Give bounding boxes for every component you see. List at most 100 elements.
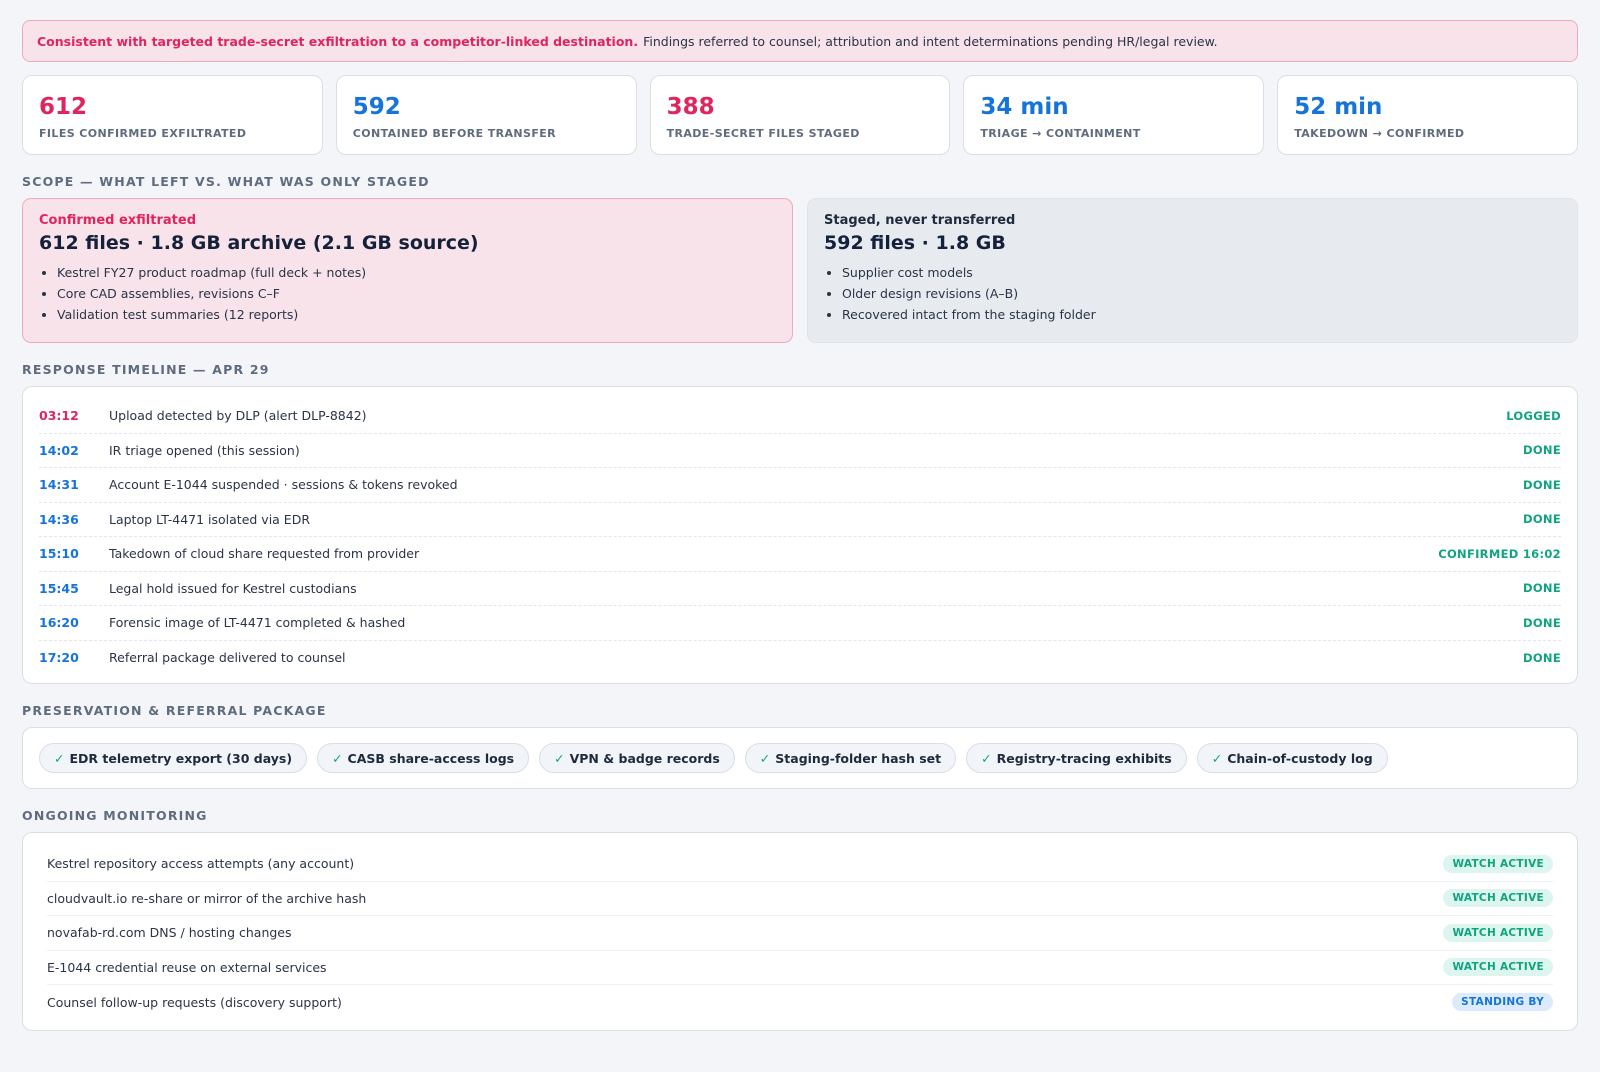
stat-card: 388 TRADE-SECRET FILES STAGED [649,75,951,155]
timeline-status: LOGGED [1506,408,1561,423]
timeline-status: DONE [1522,581,1561,596]
list-item: Recovered intact from the staging folder [842,304,1561,325]
list-item: Kestrel FY27 product roadmap (full deck … [57,262,776,283]
package-chip: ✓ Staging-folder hash set [744,743,957,773]
incident-summary-banner: Consistent with targeted trade-secret ex… [22,20,1578,62]
check-icon: ✓ [759,750,771,766]
status-badge: WATCH ACTIVE [1443,854,1553,873]
timeline-status: DONE [1522,477,1561,492]
timeline-status: CONFIRMED 16:02 [1438,546,1561,561]
monitoring-row: Kestrel repository access attempts (any … [47,847,1553,882]
banner-text: Findings referred to counsel; attributio… [643,33,1218,49]
monitoring-item: E-1044 credential reuse on external serv… [47,959,327,975]
timeline-row: 15:45 Legal hold issued for Kestrel cust… [39,572,1561,606]
chip-label: CASB share-access logs [347,750,515,766]
staged-headline: 592 files · 1.8 GB [824,232,1006,254]
staged-panel: Staged, never transferred 592 files · 1.… [807,198,1578,343]
package-chip: ✓ Registry-tracing exhibits [966,743,1187,773]
timeline-event: Forensic image of LT-4471 completed & ha… [109,615,406,631]
scope-panels: Confirmed exfiltrated 612 files · 1.8 GB… [22,198,1578,343]
status-badge: WATCH ACTIVE [1443,889,1553,908]
stat-card: 34 min TRIAGE → CONTAINMENT [963,75,1265,155]
monitoring-row: cloudvault.io re-share or mirror of the … [47,882,1553,916]
chip-label: Registry-tracing exhibits [996,750,1172,766]
stat-label: CONTAINED BEFORE TRANSFER [352,127,557,140]
monitoring-item: Kestrel repository access attempts (any … [47,856,355,872]
staged-kicker: Staged, never transferred [824,213,1016,228]
timeline-row: 14:02 IR triage opened (this session) DO… [39,434,1561,468]
status-badge: WATCH ACTIVE [1443,923,1553,942]
timeline-time: 14:31 [39,477,79,493]
timeline-row: 14:31 Account E-1044 suspended · session… [39,468,1561,503]
stat-card: 592 CONTAINED BEFORE TRANSFER [335,75,637,155]
timeline-time: 03:12 [39,408,79,424]
timeline-time: 14:02 [39,442,79,458]
chip-label: EDR telemetry export (30 days) [69,750,293,766]
timeline-time: 15:10 [39,546,79,562]
stat-value: 52 min [1294,94,1383,120]
stat-value: 592 [352,94,401,120]
monitoring-row: E-1044 credential reuse on external serv… [47,951,1553,985]
timeline-time: 14:36 [39,511,79,527]
monitoring-item: cloudvault.io re-share or mirror of the … [47,890,367,906]
exfiltrated-headline: 612 files · 1.8 GB archive (2.1 GB sourc… [39,232,479,254]
stat-value: 34 min [980,94,1069,120]
stat-label: FILES CONFIRMED EXFILTRATED [39,127,247,140]
monitoring-row: Counsel follow-up requests (discovery su… [47,985,1553,1020]
check-icon: ✓ [332,750,343,766]
monitoring-section-title: ONGOING MONITORING [22,808,208,823]
check-icon: ✓ [554,750,565,766]
package-chip: ✓ CASB share-access logs [317,743,530,773]
timeline-status: DONE [1522,443,1561,458]
monitoring-item: Counsel follow-up requests (discovery su… [47,994,342,1010]
list-item: Core CAD assemblies, revisions C–F [57,283,776,304]
stat-value: 388 [666,94,715,120]
timeline-row: 14:36 Laptop LT-4471 isolated via EDR DO… [39,503,1561,537]
timeline-event: Takedown of cloud share requested from p… [109,546,420,562]
exfiltrated-list: Kestrel FY27 product roadmap (full deck … [39,262,776,325]
timeline-event: Laptop LT-4471 isolated via EDR [109,511,311,527]
banner-highlight: Consistent with targeted trade-secret ex… [37,33,639,49]
ongoing-monitoring: Kestrel repository access attempts (any … [22,832,1578,1031]
timeline-row: 17:20 Referral package delivered to coun… [39,641,1561,676]
stat-card: 612 FILES CONFIRMED EXFILTRATED [22,75,323,155]
exfiltrated-kicker: Confirmed exfiltrated [39,213,196,228]
timeline-time: 17:20 [39,650,79,666]
stat-label: TRIAGE → CONTAINMENT [980,127,1141,140]
timeline-event: IR triage opened (this session) [109,442,300,458]
stat-label: TRADE-SECRET FILES STAGED [666,127,860,140]
stat-label: TAKEDOWN → CONFIRMED [1294,127,1465,140]
package-chip: ✓ VPN & badge records [539,743,735,773]
timeline-time: 16:20 [39,615,79,631]
check-icon: ✓ [54,750,65,766]
monitoring-item: novafab-rd.com DNS / hosting changes [47,925,292,941]
chip-label: Staging-folder hash set [775,750,942,766]
preservation-package: ✓ EDR telemetry export (30 days) ✓ CASB … [22,727,1578,789]
timeline-status: DONE [1522,512,1561,527]
package-section-title: PRESERVATION & REFERRAL PACKAGE [22,703,327,718]
check-icon: ✓ [1211,750,1223,766]
list-item: Older design revisions (A–B) [842,283,1561,304]
scope-section-title: SCOPE — WHAT LEFT VS. WHAT WAS ONLY STAG… [22,174,430,189]
list-item: Supplier cost models [842,262,1561,283]
timeline-event: Account E-1044 suspended · sessions & to… [109,477,458,493]
list-item: Validation test summaries (12 reports) [57,304,776,325]
timeline-section-title: RESPONSE TIMELINE — APR 29 [22,362,270,377]
check-icon: ✓ [981,750,992,766]
stats-row: 612 FILES CONFIRMED EXFILTRATED 592 CONT… [22,75,1578,155]
exfiltrated-panel: Confirmed exfiltrated 612 files · 1.8 GB… [22,198,793,343]
staged-list: Supplier cost models Older design revisi… [824,262,1561,325]
response-timeline: 03:12 Upload detected by DLP (alert DLP-… [22,386,1578,684]
timeline-event: Referral package delivered to counsel [109,650,346,666]
timeline-row: 16:20 Forensic image of LT-4471 complete… [39,606,1561,641]
stat-value: 612 [39,94,88,120]
stat-card: 52 min TAKEDOWN → CONFIRMED [1277,75,1578,155]
package-chip: ✓ EDR telemetry export (30 days) [39,743,308,773]
timeline-status: DONE [1522,615,1561,630]
status-badge: WATCH ACTIVE [1443,958,1553,977]
timeline-time: 15:45 [39,580,79,596]
timeline-status: DONE [1522,650,1561,665]
timeline-event: Legal hold issued for Kestrel custodians [109,580,357,596]
chip-label: VPN & badge records [569,750,720,766]
monitoring-row: novafab-rd.com DNS / hosting changes WAT… [47,916,1553,951]
